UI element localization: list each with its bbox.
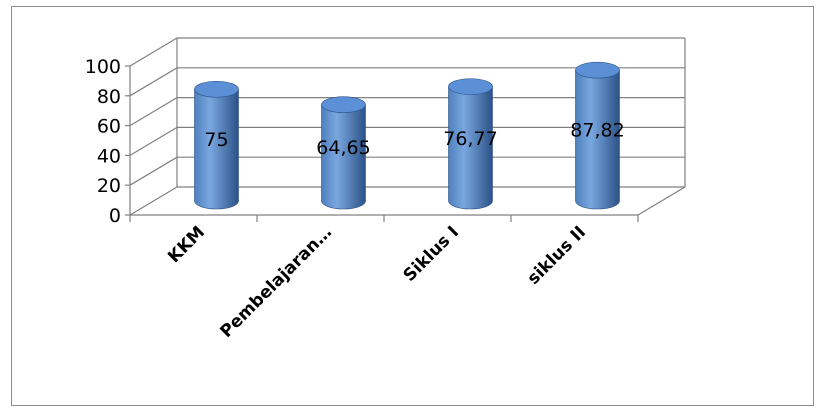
y-tick-label-60: 60	[97, 116, 121, 138]
bar-top-3	[575, 61, 620, 79]
bars	[194, 61, 620, 210]
data-label-1: 64,65	[316, 137, 370, 159]
gridline-side-0	[129, 186, 178, 216]
bar-2	[448, 78, 493, 210]
bar-top-0	[194, 80, 239, 98]
axes	[125, 65, 686, 222]
bar-0	[194, 80, 239, 210]
bar-1	[321, 96, 366, 210]
category-labels: KKM Pembelajaran… Siklus I siklus II	[164, 222, 590, 341]
gridline-side-100	[129, 37, 178, 67]
bar-top-1	[321, 96, 366, 113]
data-label-3: 87,82	[570, 120, 624, 142]
y-tick-label-80: 80	[97, 86, 121, 108]
data-label-2: 76,77	[443, 128, 497, 150]
y-tick-label-40: 40	[97, 145, 121, 167]
bar-3	[575, 61, 620, 210]
gridline-side-60	[129, 97, 178, 127]
bar-body-3	[575, 69, 620, 210]
data-label-0: 75	[204, 129, 228, 151]
category-label-2: Siklus I	[400, 222, 463, 285]
gridline-side-40	[129, 126, 178, 156]
chart-frame: 0 20 40 60 80 100 75 64,65 76,77 87,82 KKM Pembel…	[11, 6, 814, 406]
y-tick-labels: 0 20 40 60 80 100	[85, 56, 121, 227]
category-label-3: siklus II	[524, 222, 590, 288]
floor-right-edge	[637, 186, 686, 216]
y-tick-label-0: 0	[109, 205, 121, 227]
y-tick-label-20: 20	[97, 175, 121, 197]
bar-body-2	[448, 86, 493, 210]
y-tick-label-100: 100	[85, 56, 121, 78]
cylinder-bar-chart: 0 20 40 60 80 100 75 64,65 76,77 87,82 KKM Pembel…	[85, 37, 686, 342]
data-labels: 75 64,65 76,77 87,82	[204, 120, 624, 159]
bar-top-2	[448, 78, 493, 95]
bar-body-1	[321, 104, 366, 210]
gridline-side-20	[129, 156, 178, 186]
category-label-1: Pembelajaran…	[217, 222, 336, 341]
category-label-0: KKM	[164, 222, 209, 267]
bar-body-0	[194, 88, 239, 210]
gridline-side-80	[129, 67, 178, 97]
